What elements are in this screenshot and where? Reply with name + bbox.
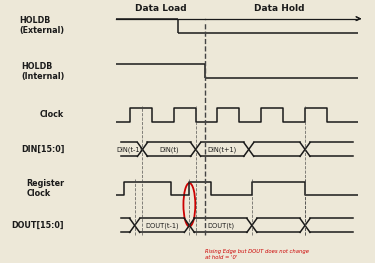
Text: DOUT[15:0]: DOUT[15:0]: [12, 221, 64, 230]
Text: DIN(t): DIN(t): [159, 146, 179, 153]
Text: DOUT(t-1): DOUT(t-1): [145, 222, 179, 229]
Text: DIN[15:0]: DIN[15:0]: [21, 145, 64, 154]
Text: HOLDB
(External): HOLDB (External): [19, 16, 64, 35]
Text: DIN(t-1): DIN(t-1): [116, 146, 142, 153]
Text: DOUT(t): DOUT(t): [207, 222, 234, 229]
Text: Clock: Clock: [40, 110, 64, 119]
Text: Register
Clock: Register Clock: [26, 179, 64, 198]
Text: DIN(t+1): DIN(t+1): [207, 146, 237, 153]
Text: HOLDB
(Internal): HOLDB (Internal): [21, 62, 64, 81]
Text: Data Load: Data Load: [135, 4, 186, 13]
Text: Rising Edge but DOUT does not change
at hold = '0': Rising Edge but DOUT does not change at …: [205, 249, 309, 260]
Text: Data Hold: Data Hold: [254, 4, 304, 13]
